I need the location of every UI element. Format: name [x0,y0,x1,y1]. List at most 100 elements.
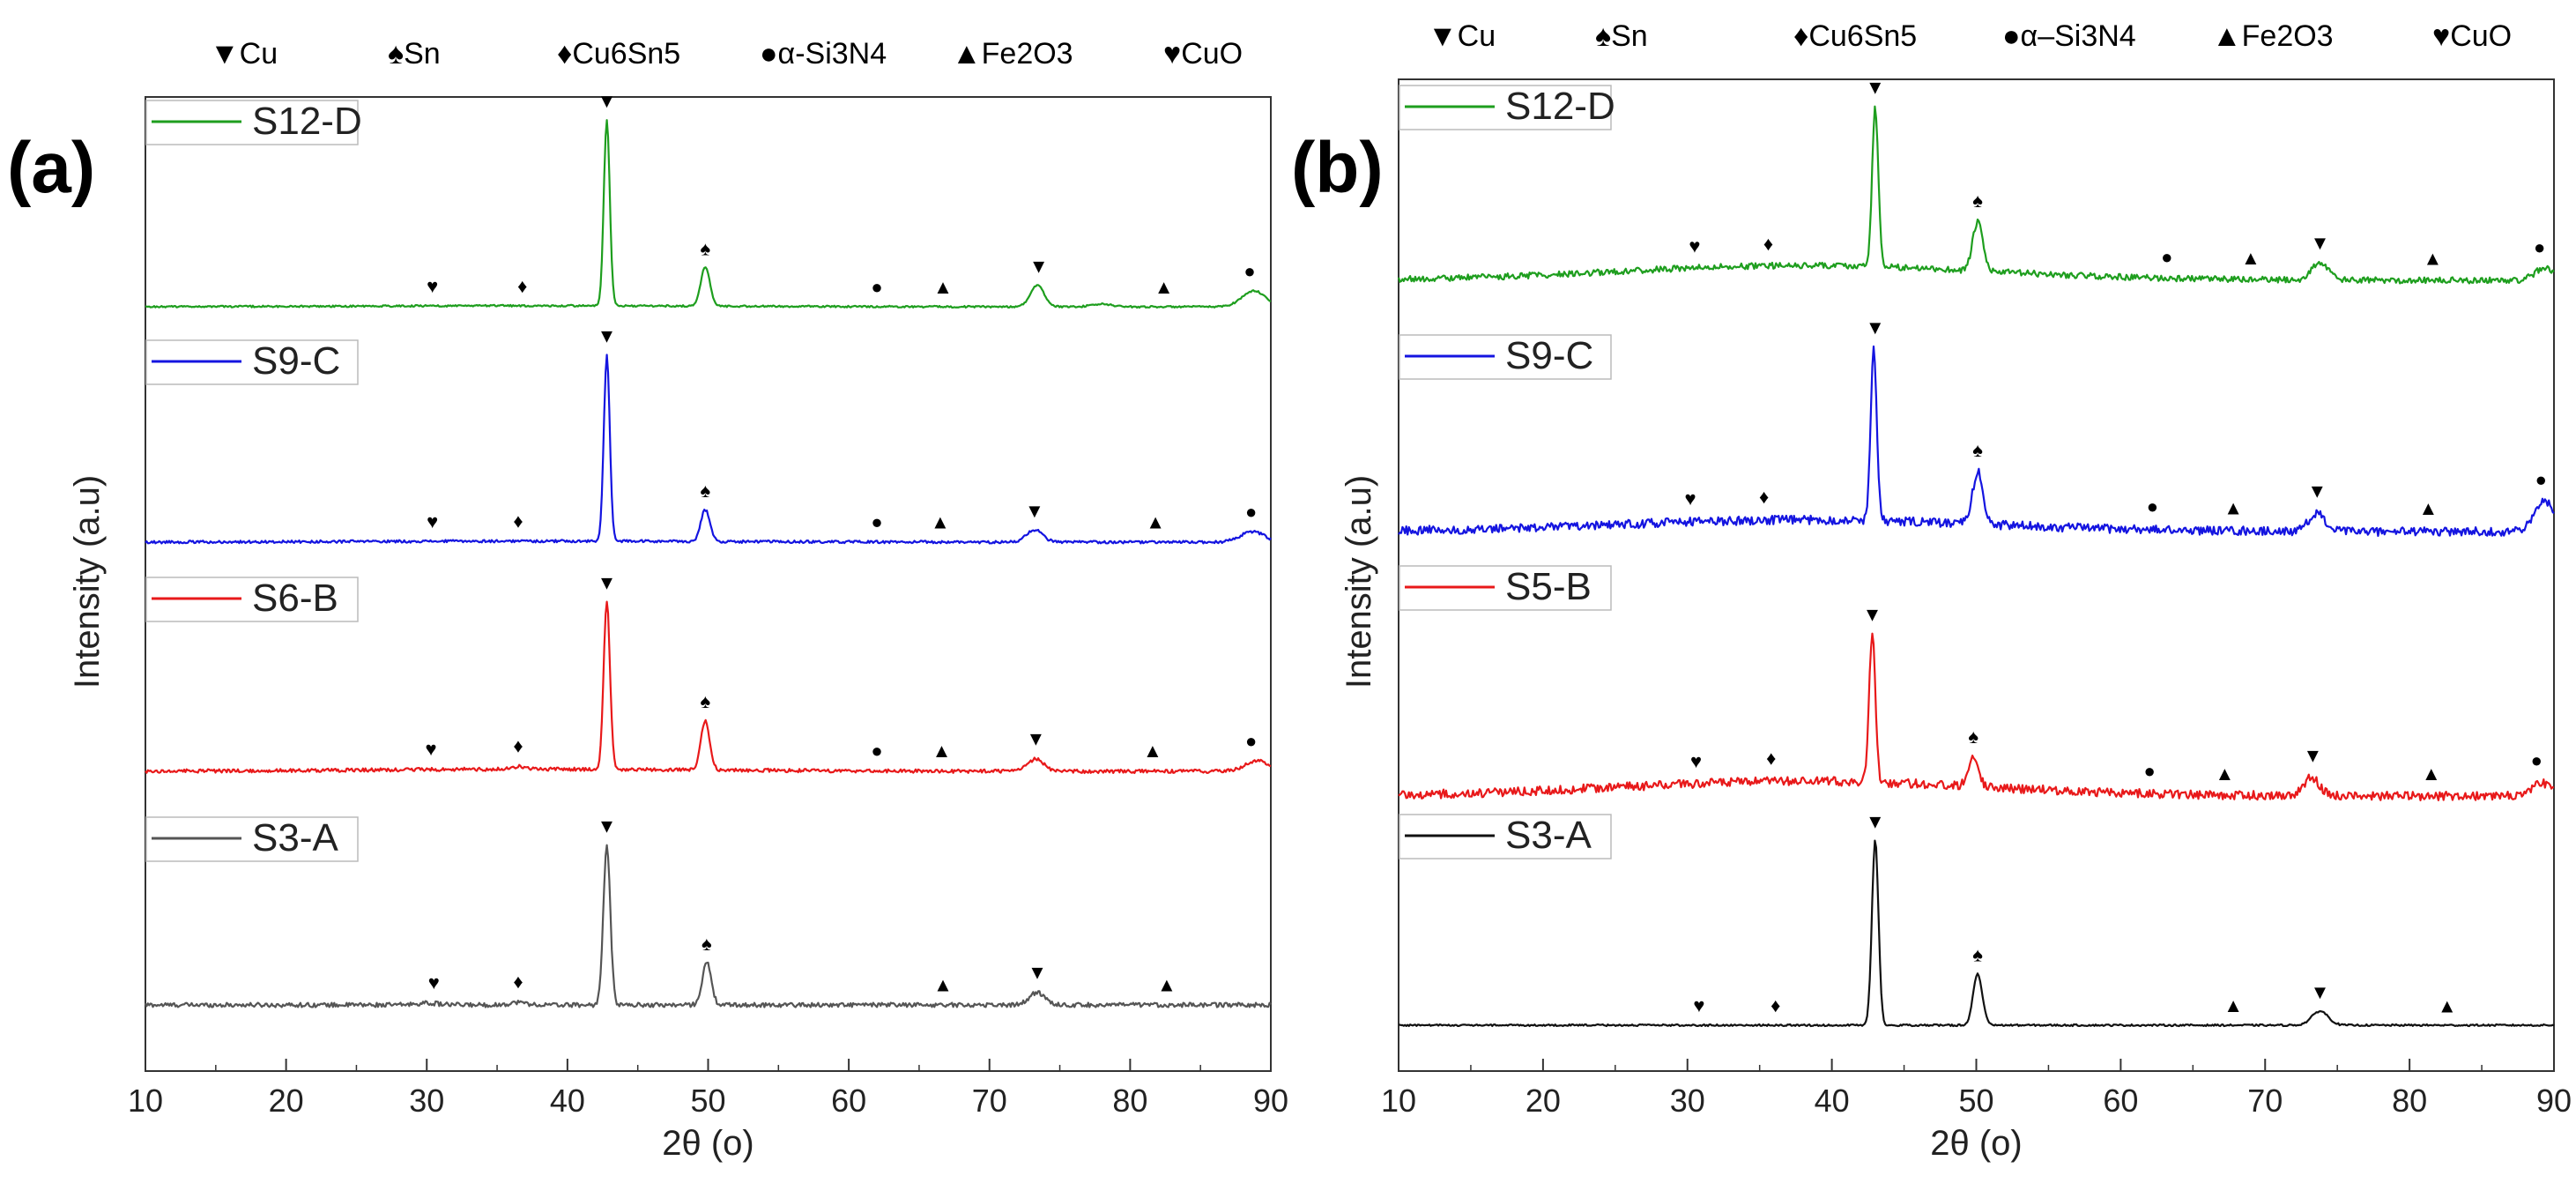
phase-marker-Cu: ▼ [1866,77,1885,99]
series-line-S5-B [1398,632,2555,801]
series-legend-box [145,100,359,145]
phase-marker-α-Si3N4: ● [2535,469,2547,491]
phase-marker-Fe2O3: ▲ [932,740,952,762]
phase-marker-Sn: ♠ [1968,725,1978,748]
phase-marker-CuO: ♥ [427,275,438,297]
phase-marker-Cu: ▼ [2307,480,2327,502]
phase-marker-α-Si3N4: ● [2531,749,2543,771]
phase-marker-Fe2O3: ▲ [2422,763,2441,785]
x-tick-label: 60 [2103,1083,2138,1119]
phase-marker-Cu: ▼ [598,815,617,837]
phase-marker-α-Si3N4: ● [1245,730,1257,752]
phase-marker-Cu: ▼ [2311,981,2330,1003]
phase-legend-entry: ▼Cu [210,37,278,71]
panel-a: (a) Intensity (a.u) 2θ (ο) 10 20 30 40 50 60 70 80… [7,37,1288,1163]
series-line-S3-A [1398,839,2555,1028]
x-axis-label: 2θ (ο) [1930,1124,2023,1163]
panel-label: (a) [7,128,95,208]
series-line-S12-D [1397,105,2555,285]
x-tick-label: 50 [690,1083,725,1119]
phase-legend-entry: ♥CuO [1163,37,1243,71]
x-tick-label: 20 [269,1083,304,1119]
series-legend-label: S3-A [1505,814,1592,857]
phase-marker-Cu6Sn5: ♦ [1771,994,1780,1016]
phase-marker-Cu6Sn5: ♦ [513,735,523,757]
x-tick-label: 60 [831,1083,866,1119]
phase-marker-Fe2O3: ▲ [1143,740,1162,762]
phase-marker-Cu6Sn5: ♦ [1759,486,1769,508]
phase-marker-Fe2O3: ▲ [933,276,953,298]
phase-marker-Fe2O3: ▲ [933,973,953,995]
series-line-S3-A [144,844,1272,1008]
series-legend-label: S12-D [252,100,362,143]
series-legend-label: S6-B [252,577,338,620]
x-tick-label: 90 [1253,1083,1288,1119]
phase-marker-Cu6Sn5: ♦ [517,275,527,297]
phase-marker-CuO: ♥ [428,971,440,993]
phase-marker-Fe2O3: ▲ [1146,511,1165,533]
phase-legend-entry: ♥CuO [2432,19,2512,53]
phase-marker-Fe2O3: ▲ [2419,497,2439,519]
series-legend-label: S9-C [252,339,340,383]
phase-marker-Cu6Sn5: ♦ [1766,748,1776,770]
phase-marker-CuO: ♥ [1684,487,1696,510]
phase-legend-entry: ●α-Si3N4 [760,37,887,71]
phase-marker-Sn: ♠ [702,933,712,955]
phase-marker-Sn: ♠ [700,480,710,502]
phase-marker-Cu: ▼ [1866,316,1885,339]
phase-marker-α-Si3N4: ● [2534,236,2545,258]
phase-marker-Cu: ▼ [598,90,617,112]
series-line-S6-B [145,600,1272,775]
x-tick-label: 40 [550,1083,585,1119]
series-legend-label: S9-C [1505,334,1593,377]
phase-legend-entry: ▲Fe2O3 [2212,19,2334,53]
phase-marker-Fe2O3: ▲ [2438,994,2457,1016]
phase-marker-Sn: ♠ [700,690,710,712]
phase-marker-CuO: ♥ [1689,234,1700,257]
x-tick-label: 70 [972,1083,1007,1119]
x-tick-label: 20 [1526,1083,1561,1119]
phase-legend-entry: ●α–Si3N4 [2002,19,2136,53]
phase-marker-CuO: ♥ [1693,994,1704,1016]
x-tick-label: 70 [2247,1083,2283,1119]
x-tick-label: 10 [128,1083,163,1119]
x-tick-label: 30 [409,1083,444,1119]
phase-marker-Cu: ▼ [598,324,617,346]
x-tick-label: 80 [1112,1083,1147,1119]
phase-marker-Fe2O3: ▲ [2223,497,2243,519]
phase-marker-Cu: ▼ [2311,232,2330,254]
phase-marker-Fe2O3: ▲ [931,511,950,533]
phase-marker-α-Si3N4: ● [871,276,882,298]
phase-marker-Sn: ♠ [1972,943,1983,965]
phase-marker-Cu: ▼ [1866,811,1885,833]
phase-marker-Cu: ▼ [598,572,617,594]
phase-marker-Cu: ▼ [1027,728,1046,750]
y-axis-label: Intensity (a.u) [1340,475,1378,688]
phase-legend-entry: ♦Cu6Sn5 [1793,19,1917,53]
series-legend-label: S3-A [252,816,338,859]
x-tick-label: 10 [1381,1083,1416,1119]
x-tick-label: 80 [2392,1083,2427,1119]
x-tick-label: 90 [2536,1083,2572,1119]
phase-marker-α-Si3N4: ● [2147,495,2158,517]
phase-marker-Sn: ♠ [700,237,710,259]
x-tick-label: 50 [1958,1083,1993,1119]
phase-legend-entry: ▼Cu [1428,19,1496,53]
series-legend-label: S12-D [1505,85,1615,128]
phase-marker-CuO: ♥ [1690,750,1702,772]
x-tick-label: 40 [1815,1083,1850,1119]
series-line-S12-D [145,119,1272,309]
phase-marker-α-Si3N4: ● [1245,501,1257,523]
phase-marker-α-Si3N4: ● [871,740,882,762]
phase-marker-Fe2O3: ▲ [2223,994,2243,1016]
phase-marker-Sn: ♠ [1972,190,1983,212]
x-tick-label: 30 [1670,1083,1705,1119]
phase-marker-Fe2O3: ▲ [1154,276,1174,298]
phase-marker-Cu: ▼ [1028,961,1047,983]
panel-label: (b) [1291,128,1384,208]
phase-legend-entry: ♠Sn [388,37,441,71]
phase-marker-α-Si3N4: ● [2161,246,2172,268]
series-line-S9-C [1398,345,2555,537]
